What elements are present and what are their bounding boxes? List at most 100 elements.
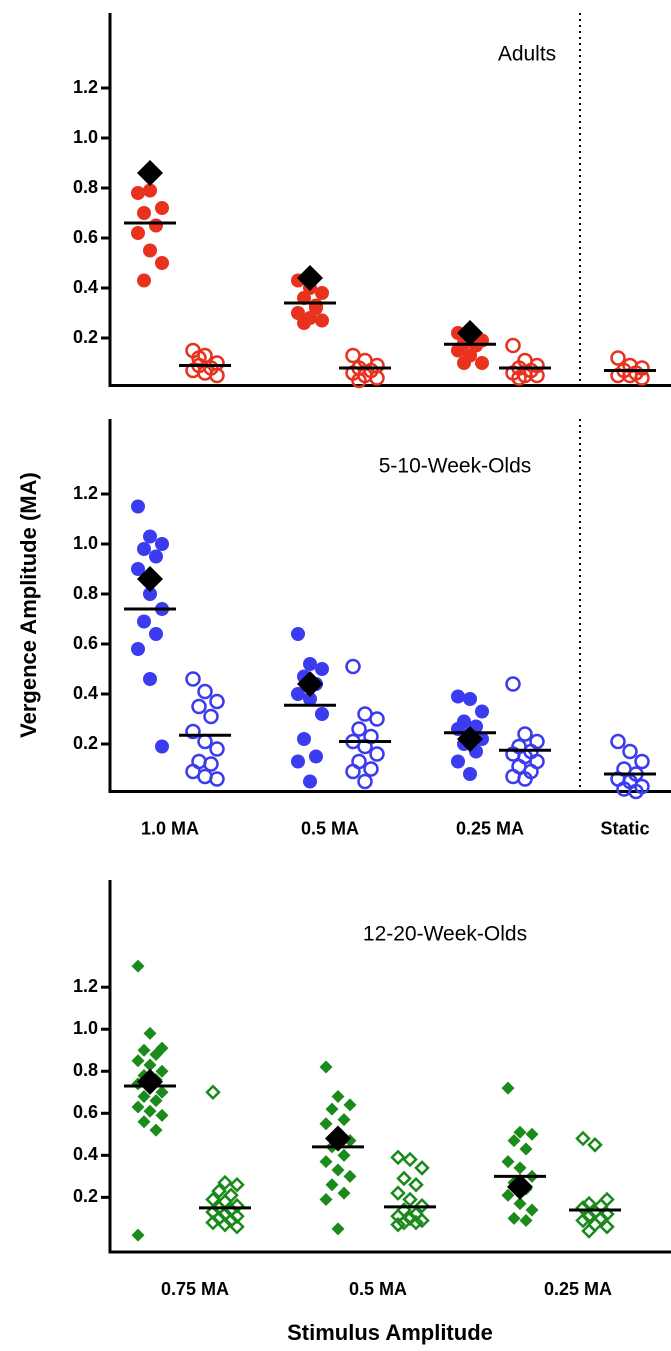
filled-diamond: [513, 1125, 527, 1139]
model-diamond: [457, 726, 483, 752]
filled-diamond: [137, 1089, 151, 1103]
open-diamond: [575, 1130, 591, 1147]
open-circle: [369, 746, 385, 762]
open-diamond: [414, 1160, 430, 1176]
filled-circle: [137, 273, 151, 288]
filled-diamond: [131, 1054, 145, 1068]
open-diamond: [223, 1187, 239, 1204]
open-diamond: [217, 1174, 233, 1191]
filled-circle: [315, 662, 329, 676]
x-tick-label: 0.25 MA: [544, 1279, 612, 1299]
y-tick-label: 1.2: [73, 976, 98, 996]
x-tick-label: 0.25 MA: [456, 818, 524, 838]
filled-circle: [137, 206, 151, 220]
filled-diamond: [525, 1127, 539, 1141]
filled-circle: [463, 767, 477, 781]
filled-diamond: [525, 1203, 539, 1217]
y-tick-label: 0.8: [73, 583, 98, 603]
filled-circle: [303, 657, 317, 671]
filled-diamond: [143, 1026, 157, 1040]
filled-circle: [309, 749, 323, 764]
x-axis-label: Stimulus Amplitude: [287, 1320, 493, 1345]
open-circle: [363, 761, 379, 777]
filled-diamond: [155, 1085, 169, 1099]
filled-circle: [131, 186, 145, 200]
filled-diamond: [155, 1108, 169, 1122]
filled-diamond: [319, 1192, 333, 1206]
y-tick-label: 1.0: [73, 533, 98, 553]
filled-circle: [155, 256, 169, 270]
open-diamond: [408, 1176, 424, 1193]
open-circle: [351, 721, 367, 737]
y-axis-label: Vergence Amplitude (MA): [16, 472, 41, 738]
filled-circle: [475, 356, 489, 370]
open-diamond: [217, 1216, 233, 1233]
model-diamond: [137, 566, 163, 592]
open-circle: [209, 771, 225, 787]
filled-circle: [131, 499, 145, 514]
open-circle: [357, 773, 373, 790]
filled-circle: [149, 549, 163, 564]
y-tick-label: 0.6: [73, 227, 98, 247]
filled-diamond: [325, 1178, 339, 1192]
open-circle: [351, 372, 367, 389]
open-diamond: [587, 1137, 603, 1153]
filled-circle: [315, 707, 329, 721]
open-circle: [369, 711, 385, 727]
open-circle: [197, 733, 213, 750]
annotation: 5-10-Week-Olds: [379, 455, 532, 478]
open-circle: [345, 658, 361, 675]
filled-diamond: [325, 1102, 339, 1116]
filled-diamond: [331, 1163, 345, 1177]
filled-circle: [297, 732, 311, 746]
open-circle: [628, 783, 644, 800]
open-circle: [203, 756, 219, 772]
annotation: 12-20-Week-Olds: [363, 923, 527, 946]
filled-circle: [451, 689, 465, 704]
filled-circle: [291, 627, 305, 641]
open-diamond: [414, 1197, 430, 1214]
open-circle: [634, 753, 650, 770]
filled-diamond: [519, 1142, 533, 1156]
filled-circle: [303, 774, 317, 789]
open-circle: [505, 337, 521, 354]
filled-diamond: [319, 1155, 333, 1169]
filled-circle: [303, 692, 317, 706]
filled-diamond: [519, 1213, 533, 1227]
open-diamond: [211, 1183, 227, 1199]
y-tick-label: 1.0: [73, 1018, 98, 1038]
filled-diamond: [501, 1081, 515, 1095]
filled-diamond: [143, 1104, 157, 1118]
filled-diamond: [337, 1186, 351, 1200]
open-diamond: [390, 1208, 406, 1225]
open-circle: [209, 693, 225, 710]
filled-circle: [137, 542, 151, 556]
y-tick-label: 0.6: [73, 1102, 98, 1122]
filled-diamond: [337, 1113, 351, 1127]
y-tick-label: 0.8: [73, 1060, 98, 1080]
filled-diamond: [501, 1188, 515, 1202]
filled-circle: [451, 343, 465, 358]
filled-diamond: [343, 1098, 357, 1112]
filled-circle: [143, 672, 157, 686]
filled-diamond: [319, 1060, 333, 1074]
open-circle: [517, 771, 533, 787]
open-diamond: [599, 1191, 615, 1208]
filled-circle: [143, 243, 157, 258]
filled-circle: [149, 627, 163, 641]
open-diamond: [205, 1084, 221, 1101]
filled-diamond: [501, 1155, 515, 1169]
open-circle: [185, 671, 201, 687]
open-circle: [191, 698, 207, 715]
filled-diamond: [137, 1043, 151, 1057]
filled-circle: [457, 356, 471, 370]
filled-circle: [143, 529, 157, 544]
open-diamond: [599, 1219, 615, 1235]
filled-diamond: [137, 1115, 151, 1129]
filled-diamond: [149, 1123, 163, 1137]
filled-circle: [143, 183, 157, 198]
x-tick-label: 0.5 MA: [349, 1279, 407, 1299]
filled-circle: [155, 739, 169, 754]
open-diamond: [390, 1149, 406, 1166]
